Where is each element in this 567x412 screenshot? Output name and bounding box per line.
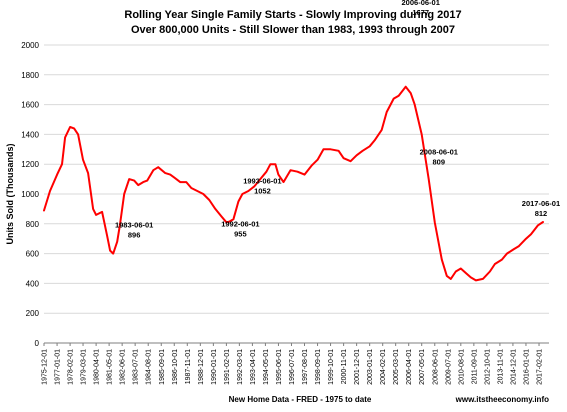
annotation-value: 955 — [234, 230, 247, 239]
series-group — [43, 85, 544, 282]
x-tick-label: 1988-12-01 — [198, 349, 205, 385]
annotation-value: 809 — [433, 157, 446, 166]
x-tick-label: 1998-09-01 — [315, 349, 322, 385]
x-tick-label: 1996-07-01 — [289, 349, 296, 385]
x-tick-label: 2006-04-01 — [406, 349, 413, 385]
chart-title: Rolling Year Single Family Starts - Slow… — [124, 9, 461, 21]
x-tick-label: 2001-12-01 — [354, 349, 361, 385]
x-tick-label: 1999-10-01 — [328, 349, 335, 385]
annotation-date: 2008-06-01 — [420, 147, 458, 156]
x-tick-label: 2004-02-01 — [380, 349, 387, 385]
x-tick-label: 1986-10-01 — [172, 349, 179, 385]
x-tick-label: 1981-05-01 — [107, 349, 114, 385]
x-tick-label: 2008-06-01 — [432, 349, 439, 385]
annotation-date: 1992-06-01 — [221, 220, 259, 229]
annotation-date: 1983-06-01 — [115, 220, 153, 229]
x-tick-label: 1984-08-01 — [146, 349, 153, 385]
x-tick-label: 1985-09-01 — [159, 349, 166, 385]
y-tick-label: 1200 — [21, 160, 39, 169]
y-tick-label: 800 — [26, 220, 40, 229]
x-tick-label: 1980-04-01 — [94, 349, 101, 385]
x-tick-label: 2007-05-01 — [419, 349, 426, 385]
x-tick-label: 2010-08-01 — [458, 349, 465, 385]
x-tick-label: 2014-12-01 — [510, 349, 517, 385]
x-tick-label: 2011-09-01 — [471, 349, 478, 384]
annotation-value: 1677 — [412, 8, 429, 17]
annotation-date: 2017-06-01 — [522, 199, 560, 208]
x-tick-label: 1987-11-01 — [185, 349, 192, 384]
x-tick-label: 1991-02-01 — [224, 349, 231, 385]
x-tick-label: 1994-05-01 — [263, 349, 270, 385]
y-tick-label: 0 — [35, 339, 40, 348]
annotation-value: 896 — [128, 230, 141, 239]
y-tick-label: 1000 — [21, 190, 39, 199]
x-tick-label: 1983-07-01 — [133, 349, 140, 385]
annotation-date: 1993-06-01 — [243, 176, 281, 185]
y-axis-ticks: 0 200 400 600 800 1000 1200 1400 1600 1800 2000 — [21, 41, 39, 348]
x-tick-label: 1992-03-01 — [237, 349, 244, 385]
y-tick-label: 1600 — [21, 101, 39, 110]
y-tick-label: 1800 — [21, 71, 39, 80]
source-credit: www.itstheeconomy.info — [455, 395, 549, 404]
x-tick-label: 1979-03-01 — [81, 349, 88, 385]
y-tick-label: 1400 — [21, 130, 39, 139]
x-tick-label: 1977-01-01 — [55, 349, 62, 385]
x-tick-label: 1993-04-01 — [250, 349, 257, 385]
annotation-date: 2006-06-01 — [402, 0, 440, 7]
x-tick-label: 2009-07-01 — [445, 349, 452, 385]
annotation-value: 1052 — [254, 186, 271, 195]
gridlines — [44, 44, 549, 344]
x-tick-label: 1990-01-01 — [211, 349, 218, 385]
x-axis-ticks: 1975-12-01 1977-01-01 1978-02-01 1979-03-01… — [42, 343, 544, 385]
x-tick-label: 1997-08-01 — [302, 349, 309, 385]
y-tick-label: 400 — [26, 279, 40, 288]
y-tick-label: 600 — [26, 250, 40, 259]
annotation-value: 812 — [535, 209, 548, 218]
x-tick-label: 1995-06-01 — [276, 349, 283, 385]
y-axis-label: Units Sold (Thousands) — [5, 144, 15, 245]
x-tick-label: 1975-12-01 — [42, 349, 49, 385]
x-tick-label: 2003-01-01 — [367, 349, 374, 385]
x-tick-label: 2012-10-01 — [484, 349, 491, 385]
chart-subtitle: Over 800,000 Units - Still Slower than 1… — [131, 24, 455, 36]
x-axis-label: New Home Data - FRED - 1975 to date — [229, 395, 372, 404]
x-tick-label: 2017-02-01 — [537, 349, 544, 385]
x-tick-label: 2000-11-01 — [341, 349, 348, 384]
x-tick-label: 2013-11-01 — [497, 349, 504, 384]
x-tick-label: 2016-01-01 — [523, 349, 530, 385]
x-tick-label: 1978-02-01 — [68, 349, 75, 385]
series-line — [43, 85, 544, 282]
y-tick-label: 200 — [26, 309, 40, 318]
x-tick-label: 2005-03-01 — [393, 349, 400, 385]
y-tick-label: 2000 — [21, 41, 39, 50]
x-tick-label: 1982-06-01 — [120, 349, 127, 385]
